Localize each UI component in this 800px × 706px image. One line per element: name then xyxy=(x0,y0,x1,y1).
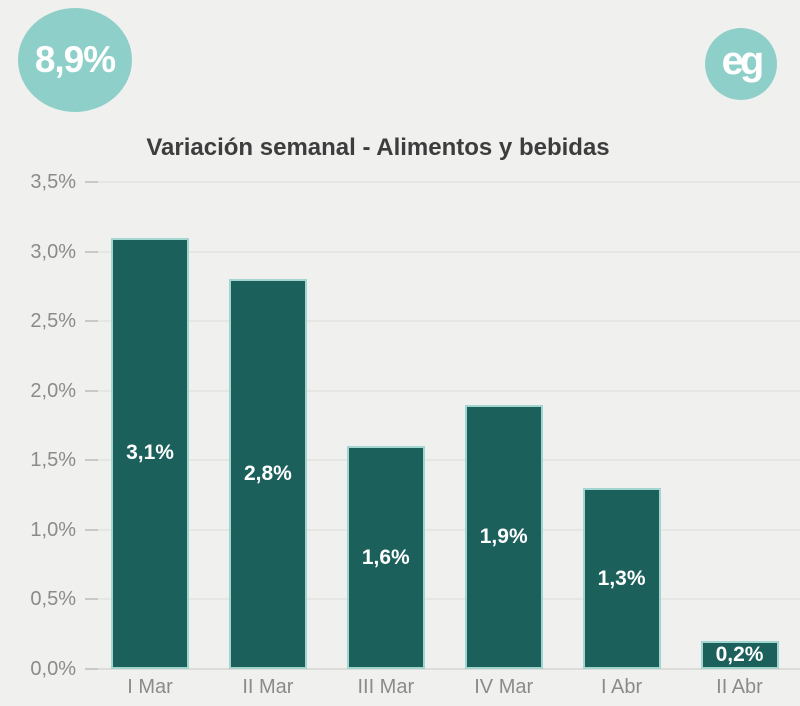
y-axis-tick xyxy=(85,389,98,392)
bar-i-mar: 3,1% xyxy=(111,237,189,669)
y-axis-tick xyxy=(85,668,98,670)
x-axis-tick-label: IV Mar xyxy=(474,676,534,698)
bar-value-label: 0,2% xyxy=(715,643,764,667)
bar-value-label: 1,6% xyxy=(361,545,410,569)
highlight-badge: 8,9% xyxy=(18,8,132,112)
y-axis-tick xyxy=(85,459,98,462)
y-axis-tick-label: 0,5% xyxy=(30,588,76,611)
y-axis-tick-label: 2,5% xyxy=(30,310,76,333)
gridline xyxy=(85,598,800,601)
highlight-badge-value: 8,9% xyxy=(34,39,116,80)
bar-iv-mar: 1,9% xyxy=(464,404,543,669)
bar-value-label: 1,3% xyxy=(597,566,646,590)
gridline xyxy=(85,250,800,253)
y-axis-tick xyxy=(85,250,98,253)
bar-ii-abr: 0,2% xyxy=(700,641,779,669)
x-axis-tick-label: I Mar xyxy=(127,676,173,698)
y-axis-tick-label: 2,0% xyxy=(30,379,76,402)
bar-value-label: 1,9% xyxy=(479,524,528,548)
y-axis-tick xyxy=(85,320,98,323)
gridline xyxy=(85,181,800,183)
brand-logo: eg xyxy=(705,28,777,100)
y-axis-tick-label: 1,0% xyxy=(30,518,76,541)
gridline xyxy=(85,528,800,531)
gridline xyxy=(85,668,800,670)
gridline xyxy=(85,459,800,462)
y-axis-tick-label: 0,0% xyxy=(30,658,76,680)
y-axis-tick-label: 3,5% xyxy=(30,171,76,193)
x-axis-tick-label: I Abr xyxy=(601,676,643,698)
gridline xyxy=(85,320,800,323)
y-axis-tick xyxy=(85,181,98,183)
x-axis-tick-label: II Abr xyxy=(716,676,763,698)
bar-iii-mar: 1,6% xyxy=(346,446,425,669)
chart-title: Variación semanal - Alimentos y bebidas xyxy=(146,134,610,161)
bar-value-label: 2,8% xyxy=(243,462,292,486)
x-axis-tick-label: III Mar xyxy=(357,676,415,698)
bar-ii-mar: 2,8% xyxy=(228,279,307,669)
y-axis-tick-label: 3,0% xyxy=(30,240,76,263)
y-axis-tick xyxy=(85,598,98,601)
bar-value-label: 3,1% xyxy=(126,441,174,465)
brand-logo-text: eg xyxy=(721,39,765,83)
x-axis-tick-label: II Mar xyxy=(242,676,294,698)
y-axis-tick-label: 1,5% xyxy=(30,449,76,472)
bar-i-abr: 1,3% xyxy=(582,488,661,669)
y-axis-tick xyxy=(85,528,98,531)
gridline xyxy=(85,389,800,392)
